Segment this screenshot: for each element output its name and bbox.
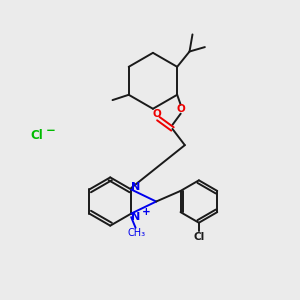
Text: N: N (131, 182, 140, 191)
Text: N: N (131, 212, 140, 221)
Text: O: O (152, 109, 161, 119)
Text: −: − (46, 124, 56, 137)
Text: O: O (176, 104, 185, 114)
Text: CH₃: CH₃ (128, 228, 146, 238)
Text: Cl: Cl (193, 232, 205, 242)
Text: Cl: Cl (30, 129, 43, 142)
Text: +: + (142, 207, 150, 217)
